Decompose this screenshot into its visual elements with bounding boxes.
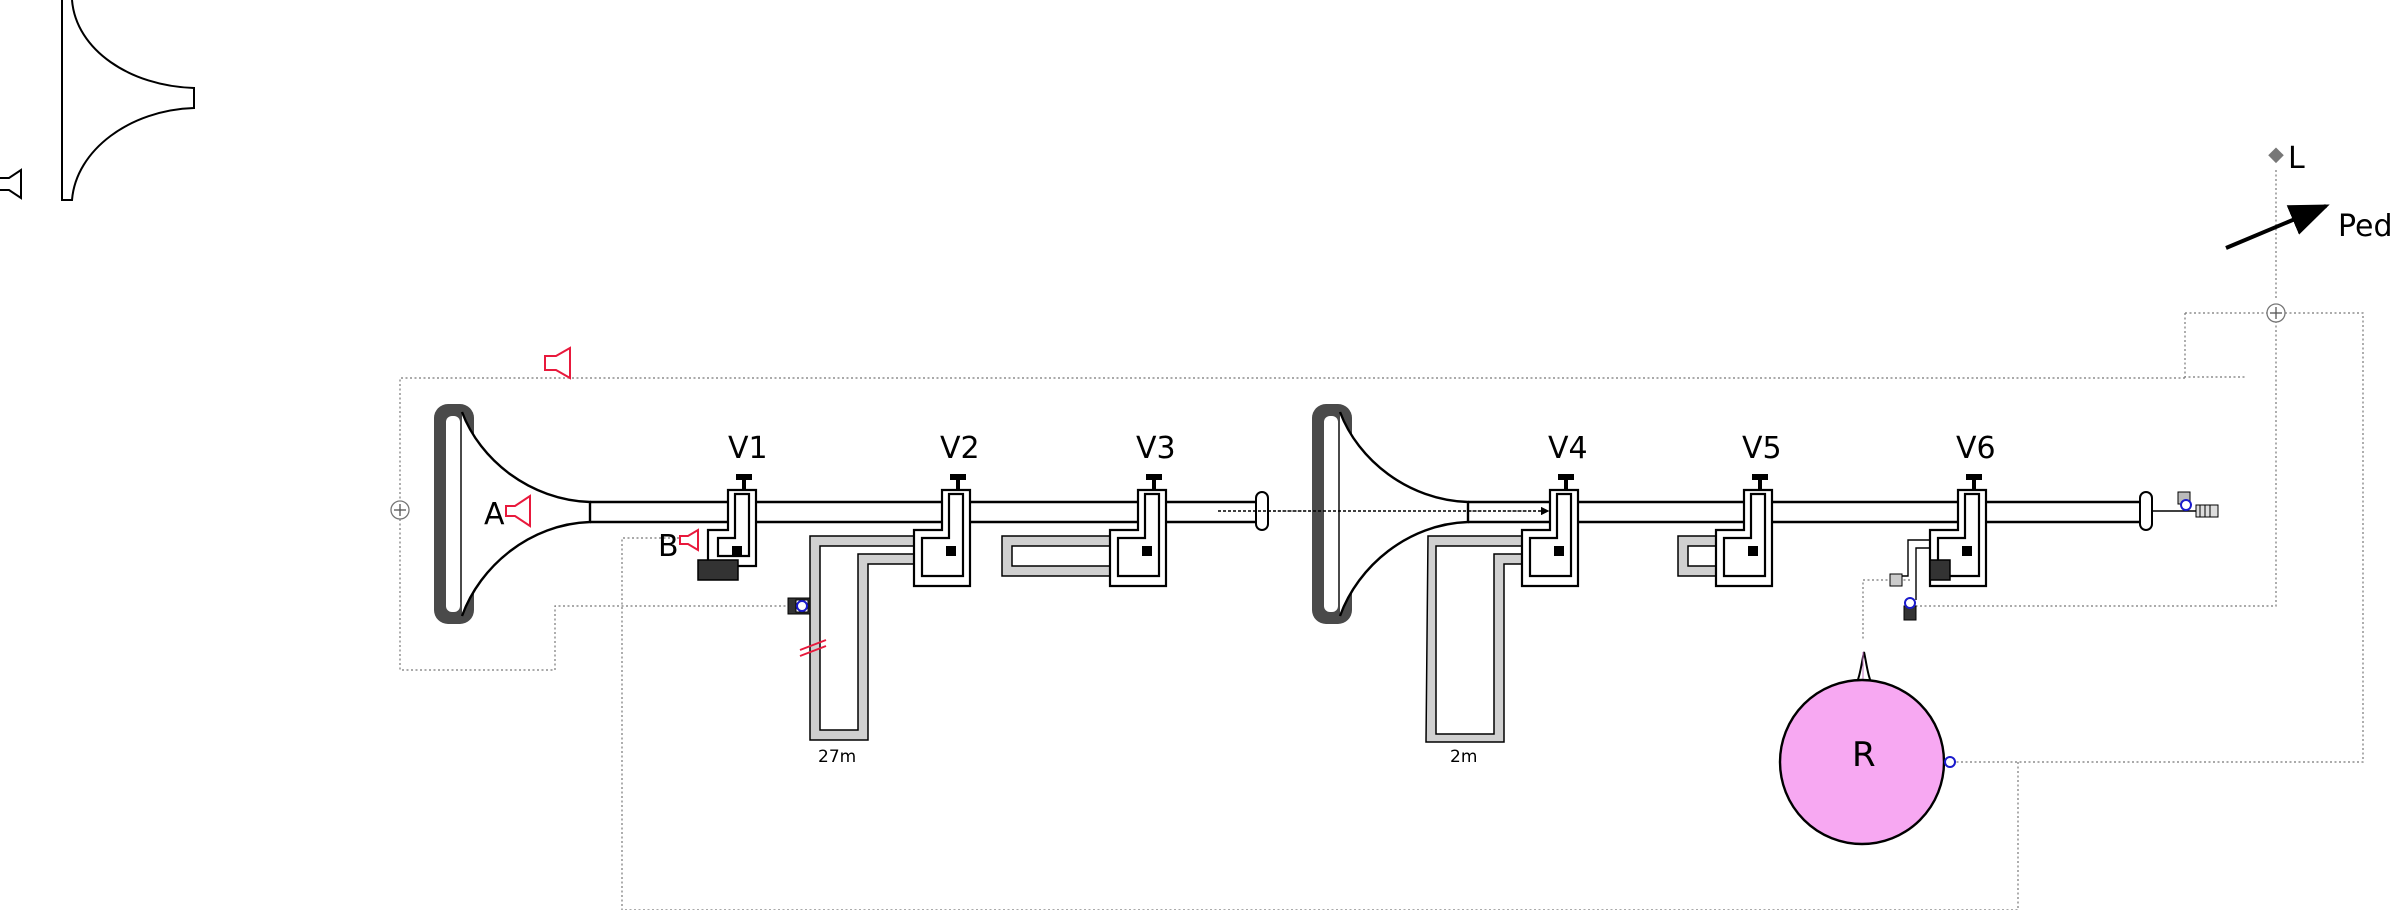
sensor-b-label: B [658, 529, 679, 564]
sum-icon [2266, 303, 2286, 323]
valve-indicator-icon [1904, 597, 1916, 609]
break-mark-icon [799, 639, 827, 657]
end-fitting [2177, 491, 2219, 518]
tube-loop-v5 [1677, 535, 1717, 577]
valve-label-v5: V5 [1742, 431, 1782, 466]
v6-branch [1889, 539, 1930, 621]
valve-label-v6: V6 [1956, 431, 1996, 466]
valve-label-v3: V3 [1136, 431, 1176, 466]
reservoir-label: R [1852, 735, 1876, 775]
valve-v4 [1520, 474, 1580, 588]
valve-v2 [912, 474, 972, 588]
valve-v3 [1108, 474, 1168, 588]
tube-loop-v3 [1001, 535, 1113, 577]
main-pipe-right [1468, 500, 2146, 524]
sensor-a-label: A [484, 497, 505, 532]
valve-indicator-icon [1944, 756, 1956, 768]
lamp-label: L [2288, 141, 2305, 176]
legend-horn-icon [61, 0, 195, 201]
valve-indicator-icon [2180, 499, 2192, 511]
coupler-left [1255, 491, 1269, 531]
tube-indicator [787, 597, 811, 615]
valve-label-v4: V4 [1548, 431, 1588, 466]
speaker-icon-b [679, 528, 699, 552]
reservoir [1778, 651, 1956, 846]
valve-v6 [1928, 474, 1988, 588]
coupler-right [2139, 491, 2200, 531]
valve-v1 [697, 474, 758, 581]
valve-label-v2: V2 [940, 431, 980, 466]
tube-length-2m: 2m [1450, 747, 1477, 767]
speaker-icon [544, 346, 571, 380]
horn-right [1312, 404, 1470, 624]
sum-icon [390, 500, 410, 520]
tube-2m [1425, 535, 1523, 743]
pedal-label: Ped [2338, 209, 2390, 244]
valve-label-v1: V1 [728, 431, 768, 466]
tube-length-27m: 27m [818, 747, 856, 767]
tube-27m [809, 535, 919, 741]
speaker-icon-a [505, 494, 531, 528]
valve-indicator-icon [796, 600, 808, 612]
pedal-arrow-icon [2225, 204, 2330, 250]
valve-v5 [1714, 474, 1774, 588]
lamp-icon [2268, 147, 2284, 164]
legend-speaker-icon [0, 168, 22, 200]
